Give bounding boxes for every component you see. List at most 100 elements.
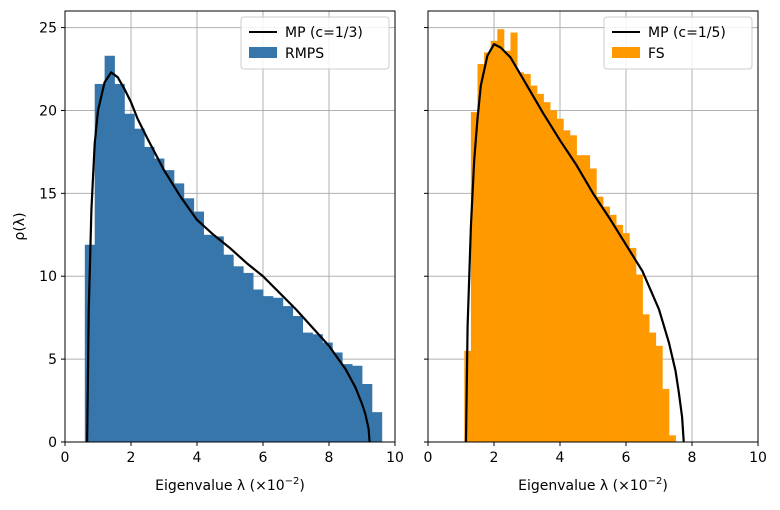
left-bar-28 bbox=[362, 383, 373, 442]
right-bar-26 bbox=[635, 274, 643, 442]
right-bar-8 bbox=[517, 72, 525, 442]
right-x-tick-label-4: 8 bbox=[688, 450, 697, 466]
left-bar-14 bbox=[223, 254, 234, 442]
right-x-tick-label-5: 10 bbox=[749, 450, 767, 466]
right-chart-panel: 0 2 4 6 8 10 Eigenvalue λ (×10−2) MP (c=1/5) … bbox=[424, 10, 767, 494]
left-mp-curve bbox=[86, 71, 371, 443]
left-y-ticks: 0 5 10 15 20 25 bbox=[39, 21, 65, 451]
left-x-ticks: 0 2 4 6 8 10 bbox=[61, 442, 404, 466]
left-x-tick-label-4: 8 bbox=[325, 450, 334, 466]
right-bar-22 bbox=[609, 214, 617, 442]
right-bar-10 bbox=[530, 85, 538, 442]
right-x-tick-label-0: 0 bbox=[424, 450, 433, 466]
right-mp-curve bbox=[464, 43, 685, 443]
left-y-tick-label-2: 10 bbox=[39, 269, 57, 285]
right-bar-1 bbox=[470, 112, 478, 442]
left-bar-20 bbox=[282, 306, 294, 442]
right-bar-2 bbox=[477, 64, 485, 443]
left-bar-27 bbox=[352, 365, 363, 442]
left-bar-13 bbox=[213, 236, 224, 442]
left-legend-box bbox=[240, 16, 390, 70]
left-bar-7 bbox=[154, 158, 165, 443]
left-x-tick-label-2: 4 bbox=[193, 450, 202, 466]
right-bar-19 bbox=[589, 168, 597, 442]
right-bar-5 bbox=[497, 29, 505, 442]
right-bar-4 bbox=[490, 40, 498, 442]
right-bar-28 bbox=[649, 332, 657, 442]
left-x-axis-label: Eigenvalue λ (×10−2) bbox=[155, 476, 305, 494]
left-bar-4 bbox=[124, 113, 135, 443]
right-legend-hist-label: FS bbox=[648, 46, 665, 62]
right-legend: MP (c=1/5) FS bbox=[603, 16, 753, 70]
left-bar-18 bbox=[263, 296, 274, 442]
right-y-ticks bbox=[424, 27, 428, 443]
left-bar-2 bbox=[104, 55, 115, 442]
left-y-tick-label-3: 15 bbox=[39, 186, 57, 202]
left-legend-mp-label: MP (c=1/3) bbox=[285, 25, 363, 41]
left-bar-16 bbox=[243, 272, 254, 442]
left-histogram-rmps bbox=[84, 55, 383, 443]
left-legend: MP (c=1/3) RMPS bbox=[240, 16, 390, 70]
left-bar-11 bbox=[193, 211, 204, 442]
right-bar-23 bbox=[616, 224, 624, 442]
left-plot-frame bbox=[64, 10, 396, 443]
left-x-tick-label-5: 10 bbox=[386, 450, 404, 466]
right-plot-frame bbox=[427, 10, 759, 443]
left-bar-15 bbox=[233, 266, 244, 442]
right-x-tick-label-3: 6 bbox=[622, 450, 631, 466]
left-bar-9 bbox=[173, 183, 185, 442]
right-mp-curve-line bbox=[464, 43, 685, 443]
left-legend-patch-swatch bbox=[249, 47, 277, 58]
left-bar-24 bbox=[322, 342, 333, 442]
right-bar-18 bbox=[583, 155, 591, 442]
left-bar-22 bbox=[302, 332, 313, 442]
right-bar-3 bbox=[484, 52, 492, 442]
left-bar-1 bbox=[94, 83, 105, 442]
right-bar-14 bbox=[556, 118, 564, 442]
left-bar-10 bbox=[183, 198, 195, 442]
left-bar-21 bbox=[292, 316, 303, 442]
left-x-tick-label-0: 0 bbox=[61, 450, 70, 466]
right-bar-27 bbox=[642, 314, 650, 442]
right-bar-17 bbox=[576, 155, 584, 442]
left-y-tick-label-0: 0 bbox=[48, 435, 57, 451]
right-bar-16 bbox=[569, 135, 577, 443]
right-x-axis-label: Eigenvalue λ (×10−2) bbox=[518, 476, 668, 494]
left-y-axis-label: ρ(λ) bbox=[12, 212, 28, 240]
right-legend-mp-label: MP (c=1/5) bbox=[648, 25, 726, 41]
left-y-tick-label-5: 25 bbox=[39, 21, 57, 37]
right-bar-13 bbox=[550, 110, 558, 442]
right-bar-31 bbox=[668, 435, 676, 442]
right-bar-9 bbox=[523, 73, 531, 442]
left-y-tick-label-1: 5 bbox=[48, 352, 57, 368]
left-bar-19 bbox=[272, 297, 284, 442]
left-bar-3 bbox=[114, 83, 125, 442]
right-bar-29 bbox=[655, 345, 663, 442]
right-bar-12 bbox=[543, 102, 551, 442]
left-bar-8 bbox=[164, 170, 175, 442]
left-bar-5 bbox=[134, 128, 145, 442]
right-bar-7 bbox=[510, 32, 518, 443]
right-legend-box bbox=[603, 16, 753, 70]
right-bar-21 bbox=[602, 206, 610, 442]
right-histogram-fs bbox=[464, 29, 676, 443]
left-bar-29 bbox=[371, 412, 383, 442]
right-x-ticks: 0 2 4 6 8 10 bbox=[424, 442, 767, 466]
left-bar-26 bbox=[342, 364, 353, 442]
left-x-tick-label-3: 6 bbox=[259, 450, 268, 466]
right-bar-15 bbox=[563, 130, 571, 442]
right-x-tick-label-2: 4 bbox=[556, 450, 565, 466]
right-bar-30 bbox=[662, 388, 670, 442]
left-bar-23 bbox=[312, 334, 323, 442]
right-bar-6 bbox=[503, 50, 511, 443]
left-y-tick-label-4: 20 bbox=[39, 103, 57, 119]
left-bar-6 bbox=[144, 146, 155, 442]
left-bar-0 bbox=[84, 244, 96, 442]
right-bar-0 bbox=[464, 350, 472, 442]
left-bar-12 bbox=[203, 234, 214, 442]
right-bar-25 bbox=[629, 248, 637, 442]
right-x-tick-label-1: 2 bbox=[490, 450, 499, 466]
right-bar-20 bbox=[596, 196, 604, 442]
left-x-tick-label-1: 2 bbox=[127, 450, 136, 466]
